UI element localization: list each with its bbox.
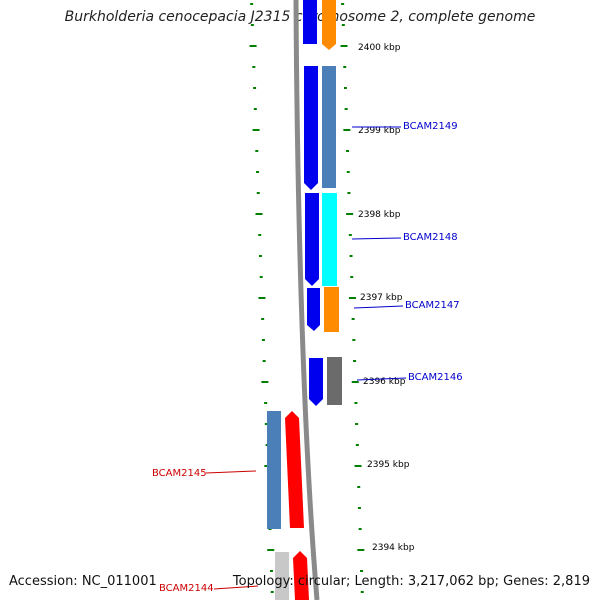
cds-feature-bcam2149-blue[interactable]: [304, 66, 318, 190]
cds-feature-bcam2144-red[interactable]: [293, 551, 309, 600]
map-title: Burkholderia cenocepacia J2315 chromosom…: [64, 9, 536, 25]
scale-label-2397: 2397 kbp: [360, 293, 403, 303]
cds-feature-bcam2146-blue[interactable]: [309, 358, 323, 406]
gene-feature-bcam2146[interactable]: [327, 357, 342, 405]
gene-label-bcam2144[interactable]: BCAM2144: [159, 583, 214, 594]
accession-text: Accession: NC_011001: [9, 574, 157, 589]
gene-label-bcam2149[interactable]: BCAM2149: [403, 121, 458, 132]
cds-feature-top-blue[interactable]: [303, 0, 317, 44]
scale-label-2400: 2400 kbp: [358, 43, 401, 53]
gene-label-bcam2146[interactable]: BCAM2146: [408, 372, 463, 383]
scale-label-2395: 2395 kbp: [367, 460, 410, 470]
leader-line-bcam2148: [351, 237, 402, 240]
leader-line-bcam2145: [205, 470, 257, 474]
gene-label-bcam2145[interactable]: BCAM2145: [152, 468, 207, 479]
gene-labels: BCAM2149 BCAM2148 BCAM2147 BCAM2146 BCAM…: [152, 121, 463, 594]
cds-feature-bcam2148-blue[interactable]: [305, 193, 319, 286]
genome-summary-text: Topology: circular; Length: 3,217,062 bp…: [232, 574, 590, 589]
gene-feature-bcam2145[interactable]: [267, 411, 281, 529]
right-scale-ticks: [340, 3, 365, 593]
gene-feature-bcam2144[interactable]: [275, 552, 289, 600]
cds-feature-bcam2145-red[interactable]: [285, 411, 304, 528]
leader-line-bcam2147: [353, 305, 404, 309]
cds-feature-top-orange[interactable]: [322, 0, 336, 50]
cds-feature-bcam2147-blue[interactable]: [307, 288, 320, 331]
gene-label-bcam2148[interactable]: BCAM2148: [403, 232, 458, 243]
gene-feature-bcam2148[interactable]: [322, 193, 337, 286]
chromosome-backbone: [293, 0, 320, 600]
gene-features: [267, 0, 342, 600]
gene-feature-bcam2147[interactable]: [324, 287, 339, 332]
leader-line-bcam2146: [356, 377, 407, 381]
gene-feature-bcam2149[interactable]: [322, 66, 336, 188]
scale-label-2394: 2394 kbp: [372, 543, 415, 553]
leader-line-bcam2144: [213, 585, 259, 590]
scale-label-2398: 2398 kbp: [358, 210, 401, 220]
scale-label-2396: 2396 kbp: [363, 377, 406, 387]
label-leader-lines: [205, 126, 407, 590]
gene-label-bcam2147[interactable]: BCAM2147: [405, 300, 460, 311]
scale-label-2399: 2399 kbp: [358, 126, 401, 136]
scale-labels: 2400 kbp 2399 kbp 2398 kbp 2397 kbp 2396…: [358, 43, 415, 553]
